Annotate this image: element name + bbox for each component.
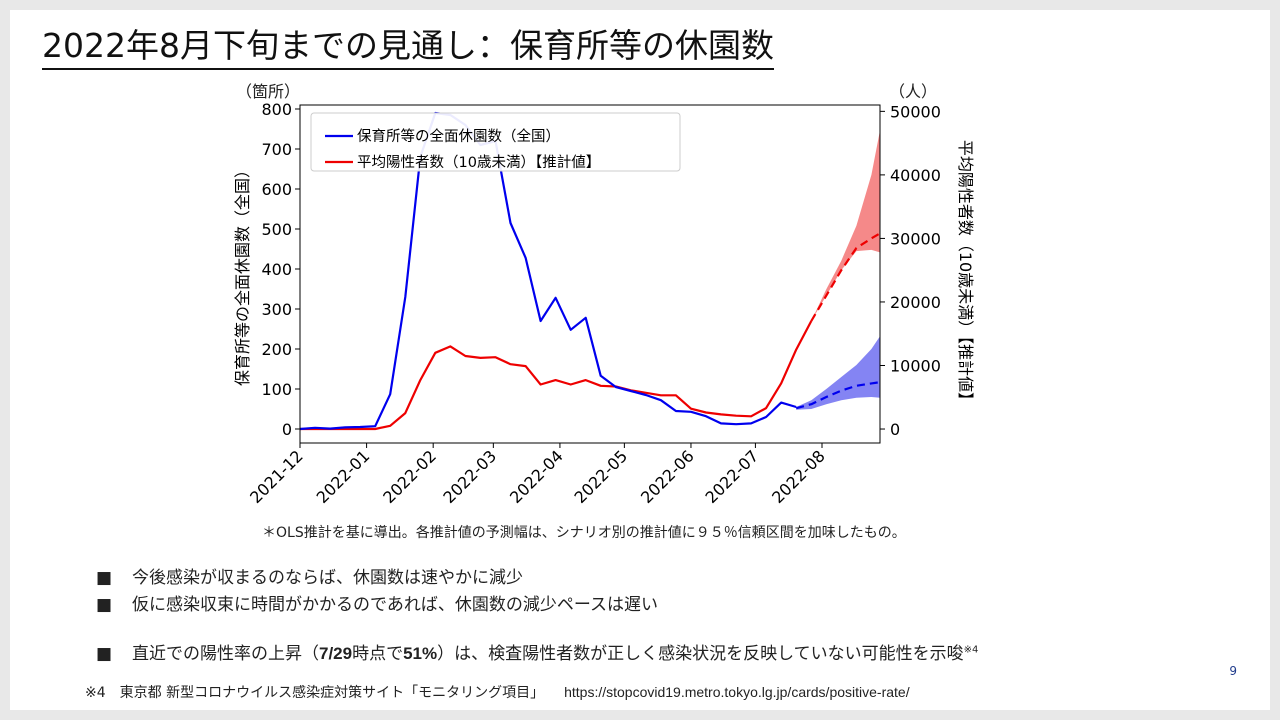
closures-forecast-band <box>796 336 880 410</box>
y-left-tick-label: 400 <box>261 260 292 279</box>
left-axis-unit: （箇所） <box>236 82 301 101</box>
y-left-tick-label: 300 <box>261 300 292 319</box>
positives-series-line <box>300 320 813 431</box>
y-left-tick-label: 200 <box>261 340 292 359</box>
slide-title: 2022年8月下旬までの見通し：保育所等の休園数 <box>42 26 774 70</box>
bullet-marker: ■ <box>96 568 113 588</box>
y-left-axis-label: 保育所等の全面休園数（全国） <box>233 162 252 386</box>
slide: 2022年8月下旬までの見通し：保育所等の休園数 （箇所） （人） 0 100 20… <box>10 10 1270 710</box>
footnote-ref: ※4 <box>963 644 979 656</box>
chart-note: ＊OLS推計を基に導出。各推計値の予測幅は、シナリオ別の推計値に９５％信頼区間を… <box>262 525 906 541</box>
bullet-marker: ■ <box>96 644 113 664</box>
y-right-tick-label: 0 <box>890 420 900 439</box>
legend-label: 保育所等の全面休園数（全国） <box>357 127 560 145</box>
bullet-marker: ■ <box>96 595 113 615</box>
closures-forecast-line <box>795 381 880 410</box>
closures-chart: 0 100 200 300 400 500 600 700 800 0 10000 20000 3000… <box>233 100 975 507</box>
bullet-2: ■ 仮に感染収束に時間がかかるのであれば、休園数の減少ペースは遅い <box>96 595 658 615</box>
chart-legend: 保育所等の全面休園数（全国） 平均陽性者数（10歳未満）【推計値】 <box>310 112 681 172</box>
y-right-axis-label: 平均陽性者数（10歳未満）【推計値】 <box>956 140 975 408</box>
y-right-tick-label: 20000 <box>890 293 941 312</box>
y-left-tick-label: 0 <box>282 420 292 439</box>
x-tick-label: 2022-06 <box>637 446 698 507</box>
page-number: 9 <box>1229 664 1237 678</box>
y-right-tick-label: 10000 <box>890 356 941 375</box>
y-left-tick-label: 800 <box>261 100 292 119</box>
x-tick-label: 2022-02 <box>379 446 440 507</box>
y-right-tick-label: 30000 <box>890 229 941 248</box>
x-tick-label: 2021-12 <box>246 446 307 507</box>
y-left-tick-label: 100 <box>261 380 292 399</box>
x-tick-label: 2022-07 <box>702 446 763 507</box>
x-tick-label: 2022-03 <box>439 446 500 507</box>
positives-forecast-line <box>810 232 880 322</box>
legend-label: 平均陽性者数（10歳未満）【推計値】 <box>357 154 600 171</box>
x-tick-label: 2022-01 <box>313 446 374 507</box>
positives-forecast-band <box>811 130 880 321</box>
y-right-tick-label: 40000 <box>890 166 941 185</box>
legend-box <box>310 112 681 172</box>
y-left-tick-label: 600 <box>261 180 292 199</box>
plot-area <box>300 111 880 431</box>
y-left-tick-label: 700 <box>261 140 292 159</box>
closures-series-line <box>300 111 797 431</box>
footer-reference: ※4 東京都 新型コロナウイルス感染症対策サイト「モニタリング項目」 https:… <box>85 684 910 701</box>
plot-frame <box>299 104 881 444</box>
y-right-tick-label: 50000 <box>890 102 941 121</box>
x-tick-label: 2022-08 <box>768 446 829 507</box>
bullet-3: ■ 直近での陽性率の上昇（7/29時点で51%）は、検査陽性者数が正しく感染状況を… <box>96 644 979 664</box>
x-tick-label: 2022-04 <box>506 446 567 507</box>
right-axis-unit: （人） <box>889 82 938 101</box>
x-tick-label: 2022-05 <box>570 446 631 507</box>
y-left-tick-label: 500 <box>261 220 292 239</box>
bullet-1: ■ 今後感染が収まるのならば、休園数は速やかに減少 <box>96 568 523 588</box>
footer-url[interactable]: https://stopcovid19.metro.tokyo.lg.jp/ca… <box>564 684 910 700</box>
